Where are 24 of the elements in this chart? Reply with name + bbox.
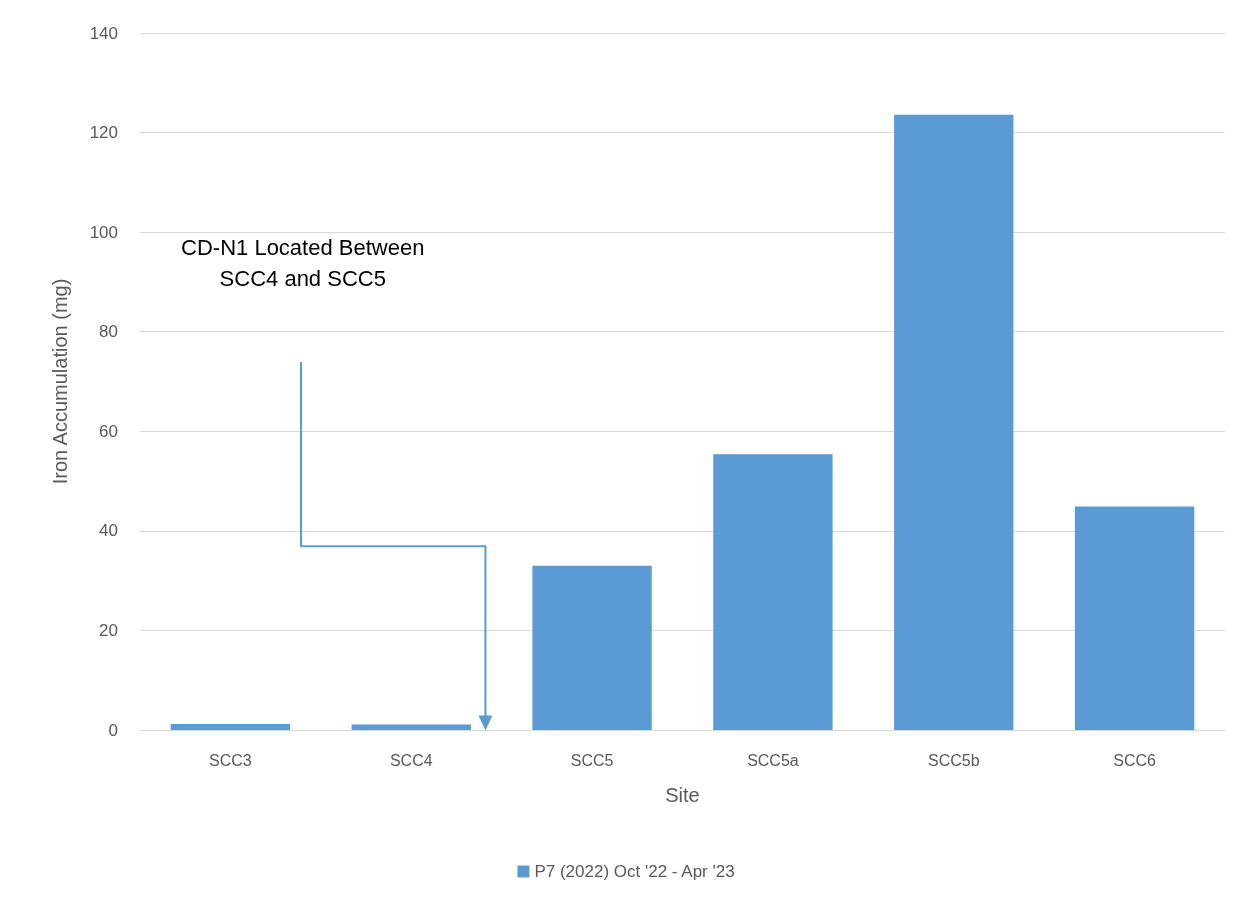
x-tick-label: SCC4 bbox=[389, 751, 433, 769]
y-tick-label: 60 bbox=[99, 421, 118, 441]
x-tick-label: SCC6 bbox=[1113, 751, 1157, 769]
y-tick-label: 0 bbox=[108, 720, 118, 740]
x-tick-label: SCC5b bbox=[927, 751, 980, 769]
legend-label: P7 (2022) Oct '22 - Apr '23 bbox=[534, 862, 735, 881]
bar bbox=[532, 565, 652, 730]
y-tick-label: 40 bbox=[99, 521, 118, 541]
y-tick-label: 80 bbox=[99, 322, 118, 342]
bar bbox=[1074, 506, 1195, 730]
bar bbox=[894, 114, 1014, 730]
annotation: CD-N1 Located Between SCC4 and SCC5 bbox=[180, 234, 426, 294]
y-tick-label: 100 bbox=[89, 222, 118, 242]
bar bbox=[351, 724, 471, 730]
y-tick-label: 140 bbox=[89, 23, 118, 43]
x-tick-label: SCC3 bbox=[209, 751, 252, 769]
x-axis-title: Site bbox=[665, 784, 700, 806]
bar bbox=[170, 724, 291, 730]
y-axis-title: Iron Accumulation (mg) bbox=[49, 278, 71, 485]
y-tick-label: 120 bbox=[89, 123, 118, 143]
x-tick-label: SCC5 bbox=[570, 751, 614, 769]
x-tick-label: SCC5a bbox=[747, 751, 799, 769]
bar bbox=[713, 454, 833, 730]
y-tick-label: 20 bbox=[99, 620, 118, 640]
